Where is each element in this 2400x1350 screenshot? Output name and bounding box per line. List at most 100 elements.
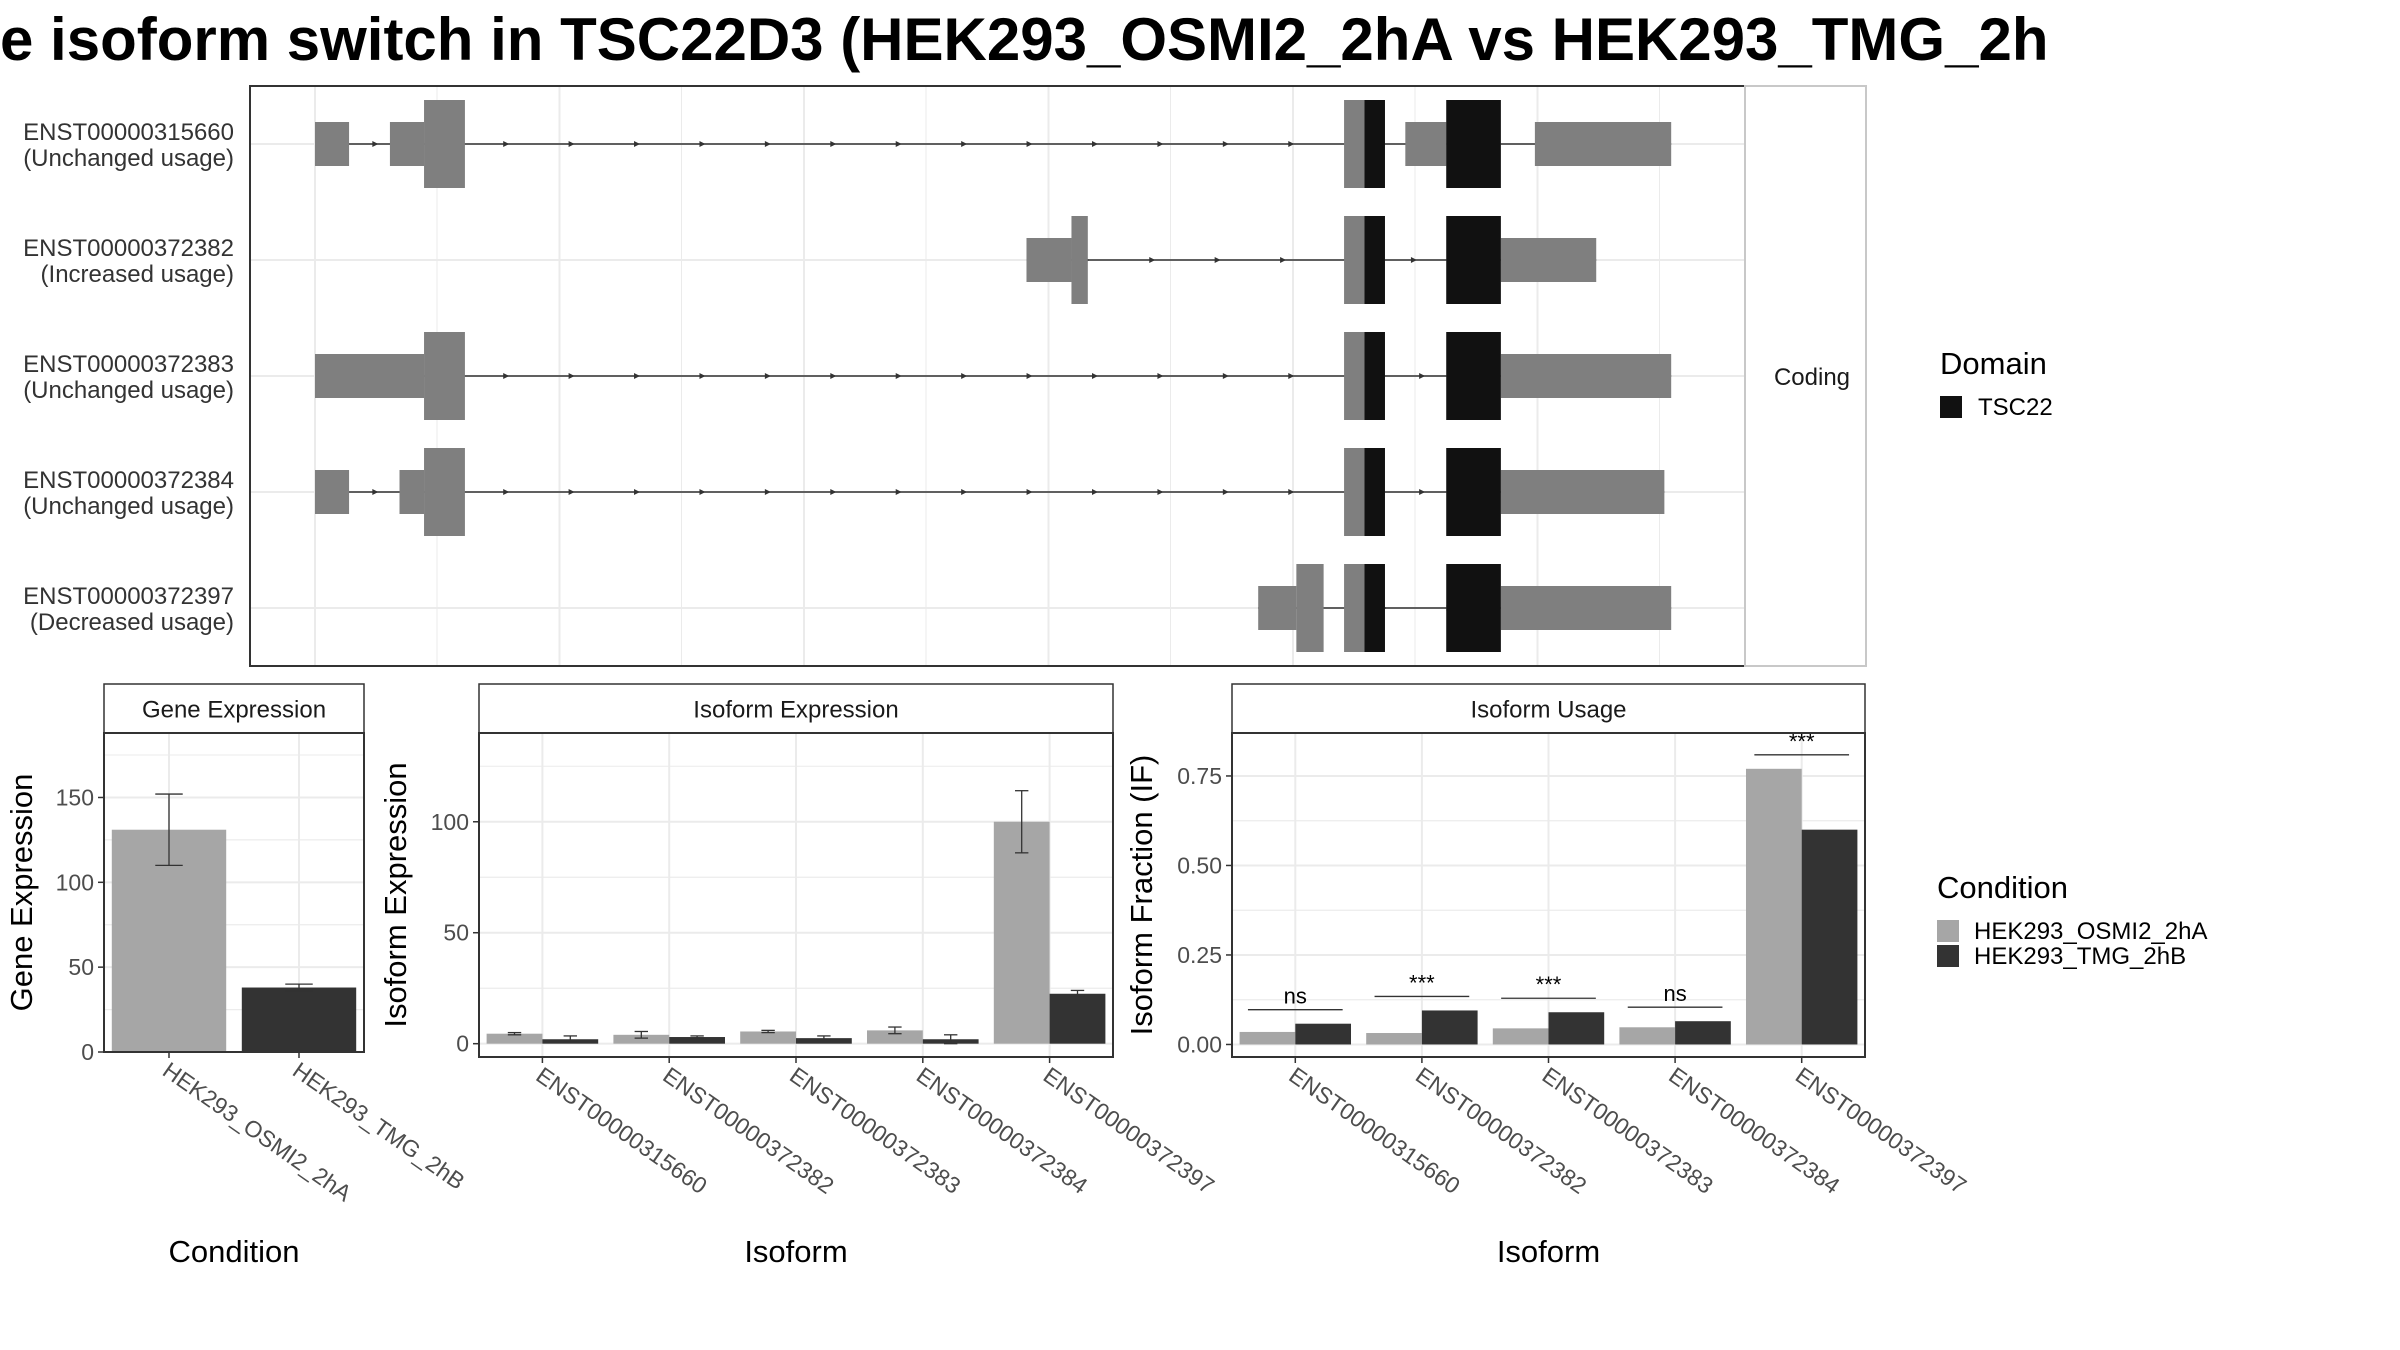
intron-arrow xyxy=(699,373,706,379)
condition-legend-title: Condition xyxy=(1937,870,2068,905)
domain-segment xyxy=(1446,216,1501,304)
intron-arrow xyxy=(961,141,968,147)
panel-strip-title: Gene Expression xyxy=(142,697,326,724)
bar xyxy=(740,1031,796,1044)
intron-arrow xyxy=(1091,141,1098,147)
transcript-usage-label: (Unchanged usage) xyxy=(23,145,234,172)
utr-exon xyxy=(1258,586,1297,630)
significance-label: *** xyxy=(1536,972,1562,997)
intron-arrow xyxy=(1288,489,1295,495)
utr-exon xyxy=(1500,470,1665,514)
coding-exon xyxy=(424,448,465,536)
coding-exon xyxy=(424,332,465,420)
domain-segment xyxy=(1364,564,1385,652)
coding-exon xyxy=(1071,216,1088,304)
coding-exon xyxy=(424,100,465,188)
bar xyxy=(1619,1027,1676,1045)
intron-arrow xyxy=(1288,373,1295,379)
domain-legend-swatch xyxy=(1940,396,1962,418)
domain-segment xyxy=(1446,332,1501,420)
utr-exon xyxy=(389,122,425,166)
intron-arrow xyxy=(1280,257,1287,263)
intron-arrow xyxy=(1222,373,1229,379)
intron-arrow xyxy=(1026,373,1033,379)
bar xyxy=(1049,993,1106,1044)
x-axis-title: Isoform xyxy=(744,1234,847,1269)
y-tick-label: 0 xyxy=(81,1039,94,1065)
transcript-usage-label: (Increased usage) xyxy=(41,261,234,288)
intron-arrow xyxy=(1419,489,1426,495)
intron-arrow xyxy=(568,489,575,495)
intron-arrow xyxy=(1222,141,1229,147)
isoform-expression-panel: Isoform Expression050100ENST00000315660E… xyxy=(378,683,1219,1269)
figure-title: e isoform switch in TSC22D3 (HEK293_OSMI… xyxy=(0,6,2048,73)
bar xyxy=(241,987,357,1052)
y-tick-label: 150 xyxy=(56,784,94,810)
y-tick-label: 0.50 xyxy=(1177,852,1222,878)
intron-arrow xyxy=(699,489,706,495)
domain-segment xyxy=(1364,100,1385,188)
intron-arrow xyxy=(1157,373,1164,379)
intron-arrow xyxy=(503,373,510,379)
bar xyxy=(1295,1023,1352,1045)
bar xyxy=(1801,829,1858,1045)
intron-arrow xyxy=(1288,141,1295,147)
intron-arrow xyxy=(961,373,968,379)
transcript-usage-label: (Unchanged usage) xyxy=(23,493,234,520)
transcript-usage-label: (Unchanged usage) xyxy=(23,377,234,404)
transcript-strip xyxy=(1744,85,1867,667)
intron-arrow xyxy=(764,141,771,147)
transcript-id-label: ENST00000372383 xyxy=(23,351,234,378)
domain-legend: Domain TSC22 xyxy=(1940,346,2053,421)
intron-arrow xyxy=(830,141,837,147)
bar xyxy=(486,1033,543,1044)
domain-legend-title: Domain xyxy=(1940,346,2047,381)
intron-arrow xyxy=(895,373,902,379)
utr-exon xyxy=(1500,586,1672,630)
intron-arrow xyxy=(1157,489,1164,495)
transcript-id-label: ENST00000372382 xyxy=(23,235,234,262)
intron-arrow xyxy=(1026,141,1033,147)
utr-exon xyxy=(1534,122,1672,166)
panel-border xyxy=(103,732,365,1053)
domain-segment xyxy=(1364,332,1385,420)
y-tick-label: 0.25 xyxy=(1177,942,1222,968)
transcript-id-label: ENST00000315660 xyxy=(23,119,234,146)
intron-arrow xyxy=(1214,257,1221,263)
intron-arrow xyxy=(1091,489,1098,495)
bar xyxy=(1745,768,1802,1045)
bar xyxy=(111,829,227,1052)
utr-exon xyxy=(1500,238,1597,282)
significance-label: ns xyxy=(1663,981,1686,1006)
y-tick-label: 0.00 xyxy=(1177,1031,1222,1057)
bar xyxy=(993,821,1050,1044)
panel-strip xyxy=(103,683,365,734)
transcript-usage-label: (Decreased usage) xyxy=(30,609,234,636)
y-tick-label: 0.75 xyxy=(1177,763,1222,789)
y-axis-title: Isoform Expression xyxy=(378,762,413,1027)
transcript-id-label: ENST00000372397 xyxy=(23,583,234,610)
panel-strip-title: Isoform Expression xyxy=(693,697,898,724)
intron-arrow xyxy=(1222,489,1229,495)
utr-exon xyxy=(315,354,425,398)
intron-arrow xyxy=(764,489,771,495)
bar xyxy=(1492,1028,1549,1045)
intron-arrow xyxy=(568,373,575,379)
y-tick-label: 100 xyxy=(56,869,94,895)
noncoding-exon xyxy=(315,470,350,514)
intron-arrow xyxy=(895,489,902,495)
noncoding-exon xyxy=(315,122,350,166)
intron-arrow xyxy=(634,141,641,147)
intron-arrow xyxy=(1410,257,1417,263)
intron-arrow xyxy=(372,141,379,147)
utr-exon xyxy=(1500,354,1672,398)
bar xyxy=(613,1034,670,1044)
intron-arrow xyxy=(372,489,379,495)
y-tick-label: 50 xyxy=(68,954,94,980)
domain-segment xyxy=(1446,564,1501,652)
domain-segment xyxy=(1446,100,1501,188)
panel-strip xyxy=(1231,683,1866,734)
intron-arrow xyxy=(1157,141,1164,147)
